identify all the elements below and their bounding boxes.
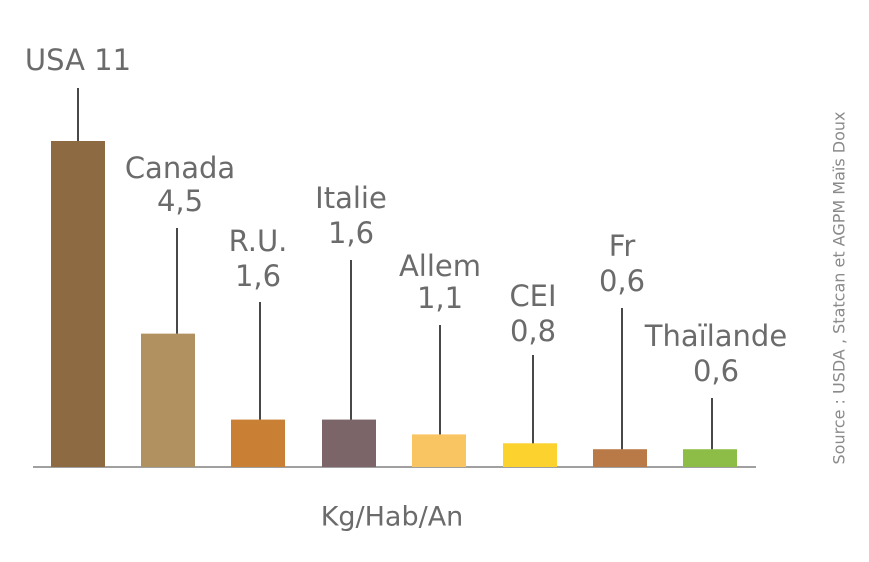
value-label: 11 — [85, 43, 131, 77]
bar — [593, 449, 647, 467]
category-label: Canada — [125, 151, 235, 185]
value-label: 1,1 — [417, 281, 463, 315]
bar — [141, 333, 195, 467]
bar — [231, 419, 285, 467]
bar — [51, 141, 105, 467]
bar-label: USA 11 — [25, 43, 131, 77]
value-label: 0,8 — [510, 314, 556, 348]
bar — [503, 443, 557, 467]
category-label: USA — [25, 43, 85, 77]
bar — [683, 449, 737, 467]
value-label: 1,6 — [235, 259, 281, 293]
value-label: 1,6 — [328, 216, 374, 250]
category-label: Thaïlande — [644, 319, 787, 353]
axis-label: Kg/Hab/An — [321, 502, 464, 533]
category-label: Fr — [609, 229, 636, 263]
value-label: 4,5 — [157, 184, 203, 218]
category-label: Allem — [399, 249, 481, 283]
category-label: CEI — [509, 279, 556, 313]
value-label: 0,6 — [599, 264, 645, 298]
category-label: R.U. — [229, 224, 288, 258]
bar — [412, 434, 466, 467]
category-label: Italie — [315, 181, 387, 215]
source-note: Source : USDA , Statcan et AGPM Maïs Dou… — [830, 112, 849, 465]
value-label: 0,6 — [693, 354, 739, 388]
bar — [322, 419, 376, 467]
